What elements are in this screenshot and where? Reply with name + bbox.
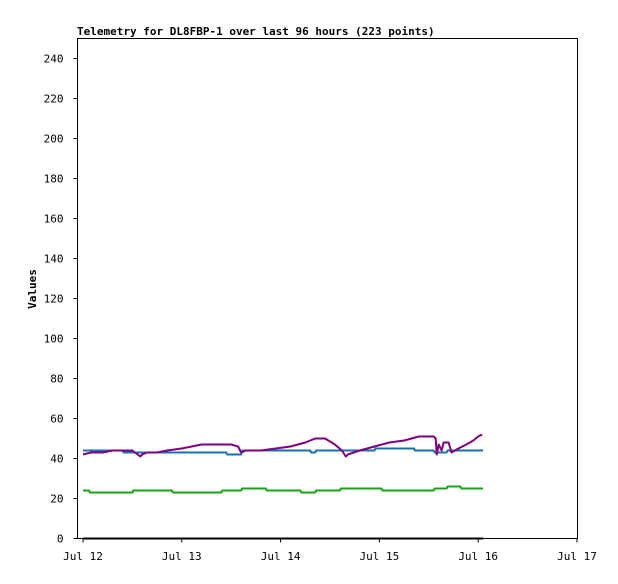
- y-tick-label: 120: [44, 293, 64, 306]
- y-tick-label: 40: [50, 453, 63, 466]
- y-axis: 0 20 40 60 80 100 120 140 160 180 200 220 240: [44, 53, 78, 546]
- y-tick-label: 60: [50, 413, 63, 426]
- y-tick-label: 0: [57, 533, 64, 546]
- y-tick-label: 160: [44, 213, 64, 226]
- y-tick-label: 200: [44, 133, 64, 146]
- series-layer: [82, 433, 484, 540]
- x-tick-label: Jul 12: [63, 550, 103, 563]
- chart-title: Telemetry for DL8FBP-1 over last 96 hour…: [77, 25, 435, 38]
- y-axis-label: Values: [26, 269, 39, 309]
- x-axis: Jul 12 Jul 13 Jul 14 Jul 15 Jul 16 Jul 17: [63, 538, 597, 563]
- x-tick-label: Jul 13: [162, 550, 202, 563]
- y-tick-label: 80: [50, 373, 63, 386]
- y-tick-label: 20: [50, 493, 63, 506]
- series-line-1: [83, 447, 484, 456]
- series-line-3: [83, 485, 484, 494]
- series-line-2: [82, 433, 483, 458]
- plot-frame: [77, 38, 578, 539]
- y-tick-label: 140: [44, 253, 64, 266]
- y-tick-label: 220: [44, 93, 64, 106]
- x-tick-label: Jul 14: [261, 550, 301, 563]
- y-tick-label: 240: [44, 53, 64, 66]
- x-tick-label: Jul 17: [557, 550, 597, 563]
- y-tick-label: 100: [44, 333, 64, 346]
- x-tick-label: Jul 15: [360, 550, 400, 563]
- y-tick-label: 180: [44, 173, 64, 186]
- x-tick-label: Jul 16: [458, 550, 498, 563]
